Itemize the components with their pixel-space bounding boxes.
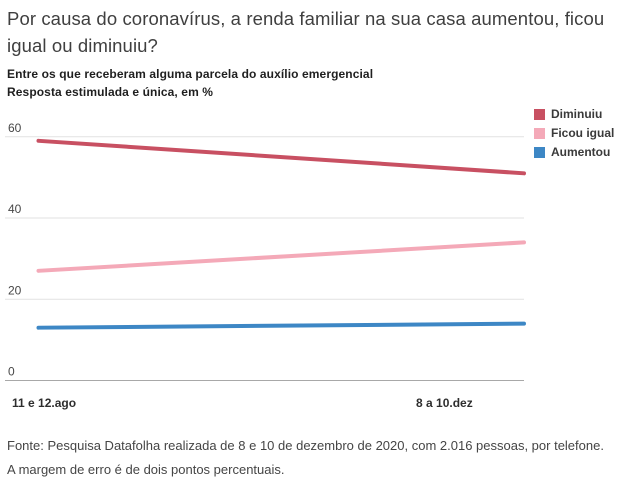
- chart-title: Por causa do coronavírus, a renda famili…: [7, 8, 605, 56]
- series-line-aumentou: [36, 321, 526, 330]
- y-tick-label: 40: [8, 202, 22, 216]
- source-note: Fonte: Pesquisa Datafolha realizada de 8…: [7, 438, 604, 477]
- line-chart: 0 20 40 60 Diminuiu Ficou igual Aumentou 11…: [0, 100, 625, 415]
- y-tick-label: 60: [8, 121, 22, 135]
- x-axis-label-december: 8 a 10.dez: [416, 396, 473, 410]
- legend-label-aumentou: Aumentou: [551, 145, 611, 159]
- x-axis-label-august: 11 e 12.ago: [12, 396, 77, 410]
- y-tick-label: 0: [8, 365, 15, 379]
- chart-subtitle-population: Entre os que receberam alguma parcela do…: [7, 67, 374, 81]
- series-line-ficou-igual: [36, 240, 526, 273]
- y-tick-label: 20: [8, 283, 22, 297]
- chart-subtitle-method: Resposta estimulada e única, em %: [7, 85, 214, 99]
- legend-swatch-diminuiu: [534, 109, 545, 120]
- legend: Diminuiu Ficou igual Aumentou: [534, 107, 615, 166]
- line-chart-canvas: 0 20 40 60: [5, 121, 526, 381]
- legend-item-aumentou: Aumentou: [534, 145, 614, 159]
- legend-item-ficou-igual: Ficou igual: [534, 126, 615, 140]
- legend-swatch-aumentou: [534, 147, 545, 158]
- series-line-diminuiu: [36, 138, 526, 176]
- legend-label-ficou-igual: Ficou igual: [551, 126, 615, 140]
- legend-label-diminuiu: Diminuiu: [551, 107, 603, 121]
- legend-swatch-ficou-igual: [534, 128, 545, 139]
- legend-item-diminuiu: Diminuiu: [534, 107, 614, 121]
